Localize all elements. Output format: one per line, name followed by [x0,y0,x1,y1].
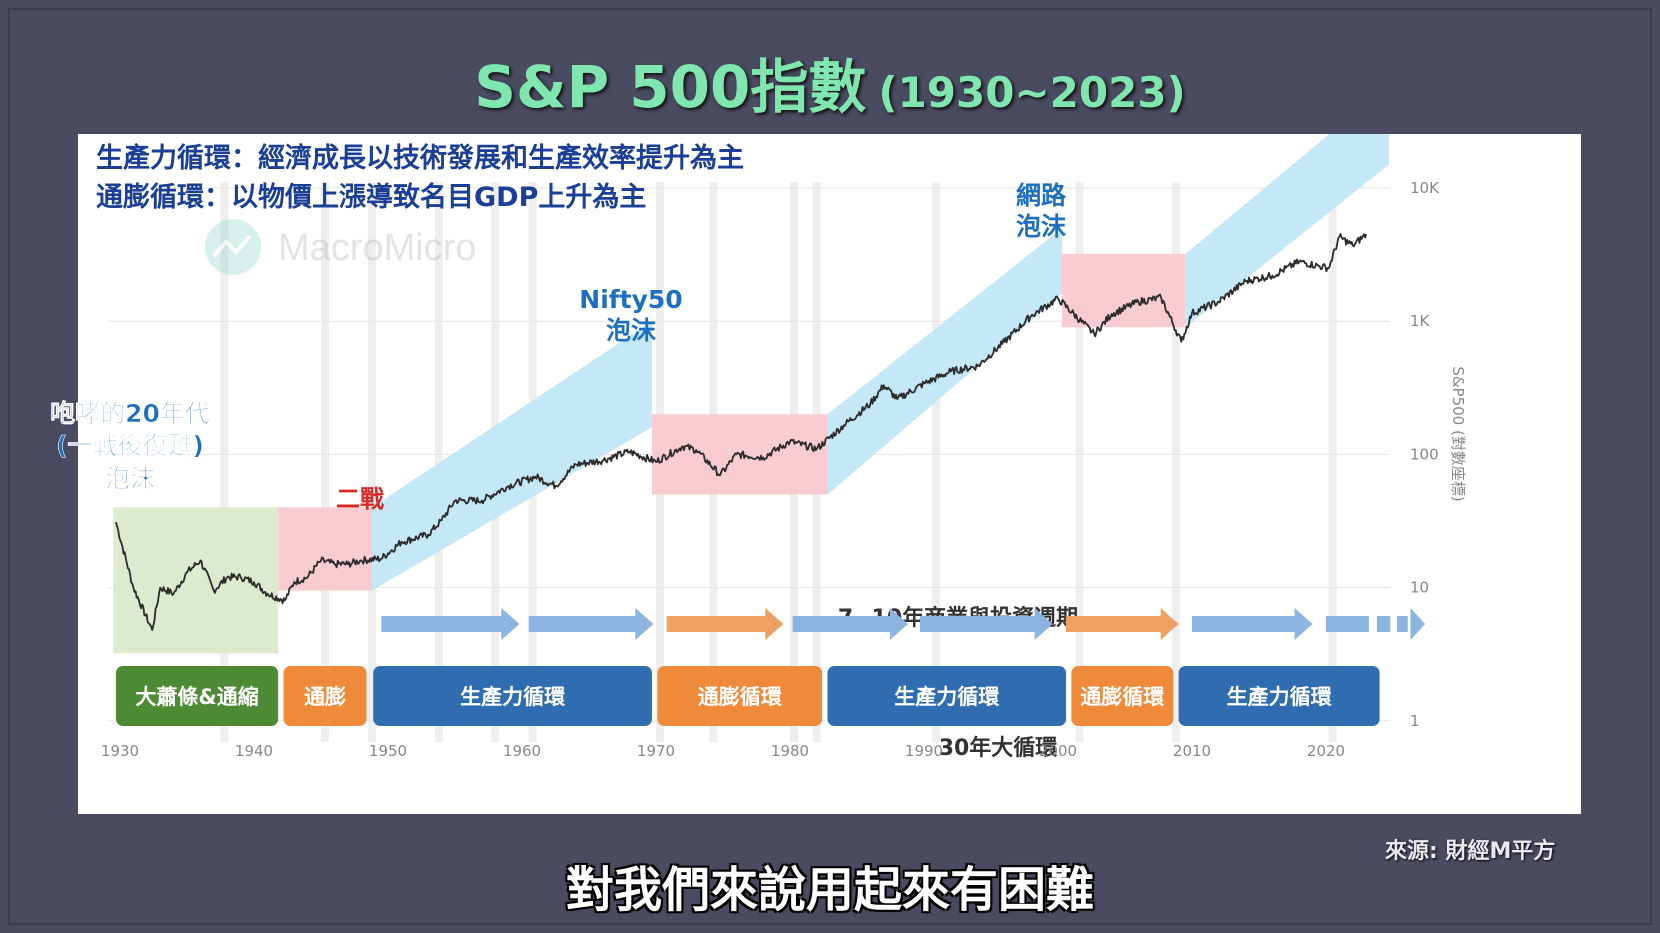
watermark-text: MacroMicro [278,227,476,269]
regime-band [827,228,1063,495]
phase-label: 生產力循環 [894,685,1000,709]
recession-bar [932,182,941,742]
roaring20s-annotation: 咆哮的20年代 (一戰後復甦) 泡沫 [50,399,210,494]
regime-band [278,507,372,591]
cycle-arrow [919,608,1053,640]
recession-bar [434,182,443,742]
phase-box [283,666,367,726]
y-tick-label: 10K [1410,179,1440,197]
cycle-arrow [528,608,654,640]
annotation-nifty50-line1: Nifty50 [579,285,682,314]
annotation-long-cycle: 30年大循環 [939,735,1059,761]
annotation-roaring20s-line3: 泡沫 [105,464,155,493]
title-main: S&P 500指數 [474,53,867,121]
phase-label: 通膨循環 [698,685,783,709]
x-tick-label: 2010 [1173,742,1211,760]
future-arrow-dash [1326,616,1369,632]
legend-productivity: 生產力循環：經濟成長以技術發展和生產效率提升為主 [96,142,744,174]
screen-frame [8,8,1652,925]
x-tick-label: 2020 [1307,742,1345,760]
cycle-arrow [792,608,908,640]
y-tick-label: 1 [1410,712,1420,730]
x-tick-label: 2000 [1039,742,1077,760]
y-axis-label: S&P500 (對數座標) [1449,366,1467,501]
video-subtitle: 對我們來說用起來有困難 [565,862,1094,918]
x-tick-label: 1950 [369,742,407,760]
phase-box [1071,666,1174,726]
chart-title: S&P 500指數 (1930~2023) [0,40,1660,124]
legend-inflation: 通膨循環：以物價上漲導致名目GDP上升為主 [96,181,646,213]
regime-band [113,507,279,654]
cycle-arrows [381,608,1426,640]
regime-band [371,321,652,591]
phase-label: 生產力循環 [1227,685,1333,709]
recession-bar [1328,182,1337,742]
regime-band [1062,253,1186,328]
regime-band [1185,134,1389,328]
annotation-nifty50-line2: 泡沫 [606,316,656,345]
phase-label: 生產力循環 [460,685,566,709]
x-tick-label: 1990 [905,742,943,760]
x-tick-label: 1980 [771,742,809,760]
recession-bar [1171,182,1180,742]
recession-bar [367,182,376,742]
annotation-ww2: 二戰 [336,485,384,513]
future-arrow-head [1410,608,1426,640]
recession-bar [1075,182,1084,742]
x-tick-label: 1960 [503,742,541,760]
chart-panel: MacroMicro 生產力循環：經濟成長以技術發展和生產效率提升為主 通膨循環… [78,134,1581,814]
phase-label: 通膨循環 [1080,685,1165,709]
recession-bar [220,182,229,742]
y-tick-label: 10 [1410,579,1429,597]
regime-bands [113,134,1389,654]
sp500-series-line [115,233,1368,631]
annotation-roaring20s-line1: 咆哮的20年代 [50,399,210,428]
x-tick-label: 1940 [235,742,273,760]
phase-label: 通膨 [304,685,346,709]
annotation-dotcom-line1: 網路 [1016,181,1067,210]
title-years: (1930~2023) [878,68,1186,117]
source-credit: 來源: 財經M平方 [1385,839,1556,864]
future-arrow-dash [1376,616,1391,632]
y-tick-label: 1K [1410,312,1431,330]
x-axis-ticks: 1930 1940 1950 1960 1970 1980 1990 2000 2010 2020 [101,742,1345,760]
cycle-arrow [1066,608,1179,640]
cycle-arrow [381,608,520,640]
x-tick-label: 1930 [101,742,139,760]
phase-box [657,666,823,726]
cycle-arrow [666,608,784,640]
macromicro-watermark-logo: MacroMicro [205,219,476,275]
future-arrow-dash [1397,616,1408,632]
y-tick-label: 100 [1410,445,1439,463]
phase-box [1178,666,1380,726]
phase-box [115,666,279,726]
phase-box [373,666,652,726]
phase-box [827,666,1067,726]
phase-boxes: 大蕭條&通縮 通膨 生產力循環 通膨循環 生產力循環 通膨循環 生產力循環 [115,666,1380,726]
phase-label: 大蕭條&通縮 [135,685,258,709]
x-tick-label: 1970 [637,742,675,760]
annotation-dotcom-line2: 泡沫 [1016,212,1066,241]
cycle-arrow [1192,608,1313,640]
chart-svg: MacroMicro 生產力循環：經濟成長以技術發展和生產效率提升為主 通膨循環… [96,134,1467,761]
recession-bar [321,182,329,742]
y-axis-ticks: 1 10 100 1K 10K [1410,179,1440,730]
annotation-roaring20s-line2: (一戰後復甦) [56,431,204,460]
